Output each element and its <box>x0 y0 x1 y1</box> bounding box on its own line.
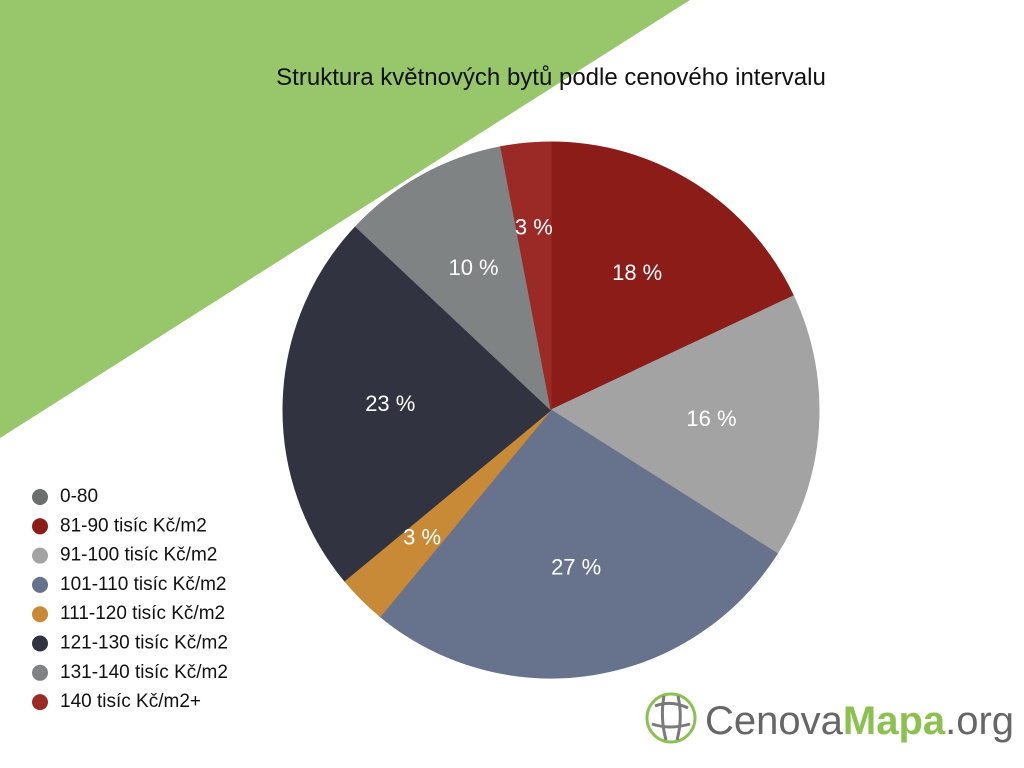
pie-slice <box>282 225 552 582</box>
legend-marker <box>32 576 48 593</box>
background-shape <box>0 0 690 438</box>
value-label: 10 % <box>448 255 498 280</box>
legend-label: 121-130 tisíc Kč/m2 <box>60 633 228 654</box>
chart-title: Struktura květnových bytů podle cenového… <box>276 64 826 91</box>
legend-marker <box>32 489 48 505</box>
logo-icon <box>645 692 697 744</box>
legend-marker <box>32 664 48 681</box>
pie-slice <box>549 295 820 555</box>
legend-label: 140 tisíc Kč/m2+ <box>60 691 201 712</box>
pie-slice <box>550 141 795 411</box>
logo-text: CenovaMapa.org <box>705 699 1014 743</box>
legend-label: 111-120 tisíc Kč/m2 <box>60 603 225 624</box>
value-label: 16 % <box>686 406 736 431</box>
value-label: 3 % <box>403 525 441 550</box>
value-label: 3 % <box>515 214 553 239</box>
legend-label: 0-80 <box>60 486 98 507</box>
value-label: 23 % <box>365 391 415 416</box>
logo-name: Cenova <box>705 699 844 743</box>
pie-slice <box>354 146 552 412</box>
logo-suffix: .org <box>945 699 1014 743</box>
legend-marker <box>32 694 48 711</box>
value-label: 18 % <box>612 260 662 285</box>
legend-label: 101-110 tisíc Kč/m2 <box>60 574 227 595</box>
legend-label: 131-140 tisíc Kč/m2 <box>60 662 228 683</box>
legend-label: 91-100 tisíc Kč/m2 <box>60 545 217 566</box>
pie-slice <box>379 409 778 679</box>
legend-marker <box>32 518 48 535</box>
logo-highlight: Mapa <box>843 699 946 743</box>
legend-label: 81-90 tisíc Kč/m2 <box>60 515 207 536</box>
pie-slice <box>500 141 552 411</box>
legend-marker <box>32 547 48 564</box>
value-label: 27 % <box>551 555 601 580</box>
legend-marker <box>32 635 48 652</box>
legend-marker <box>32 606 48 623</box>
